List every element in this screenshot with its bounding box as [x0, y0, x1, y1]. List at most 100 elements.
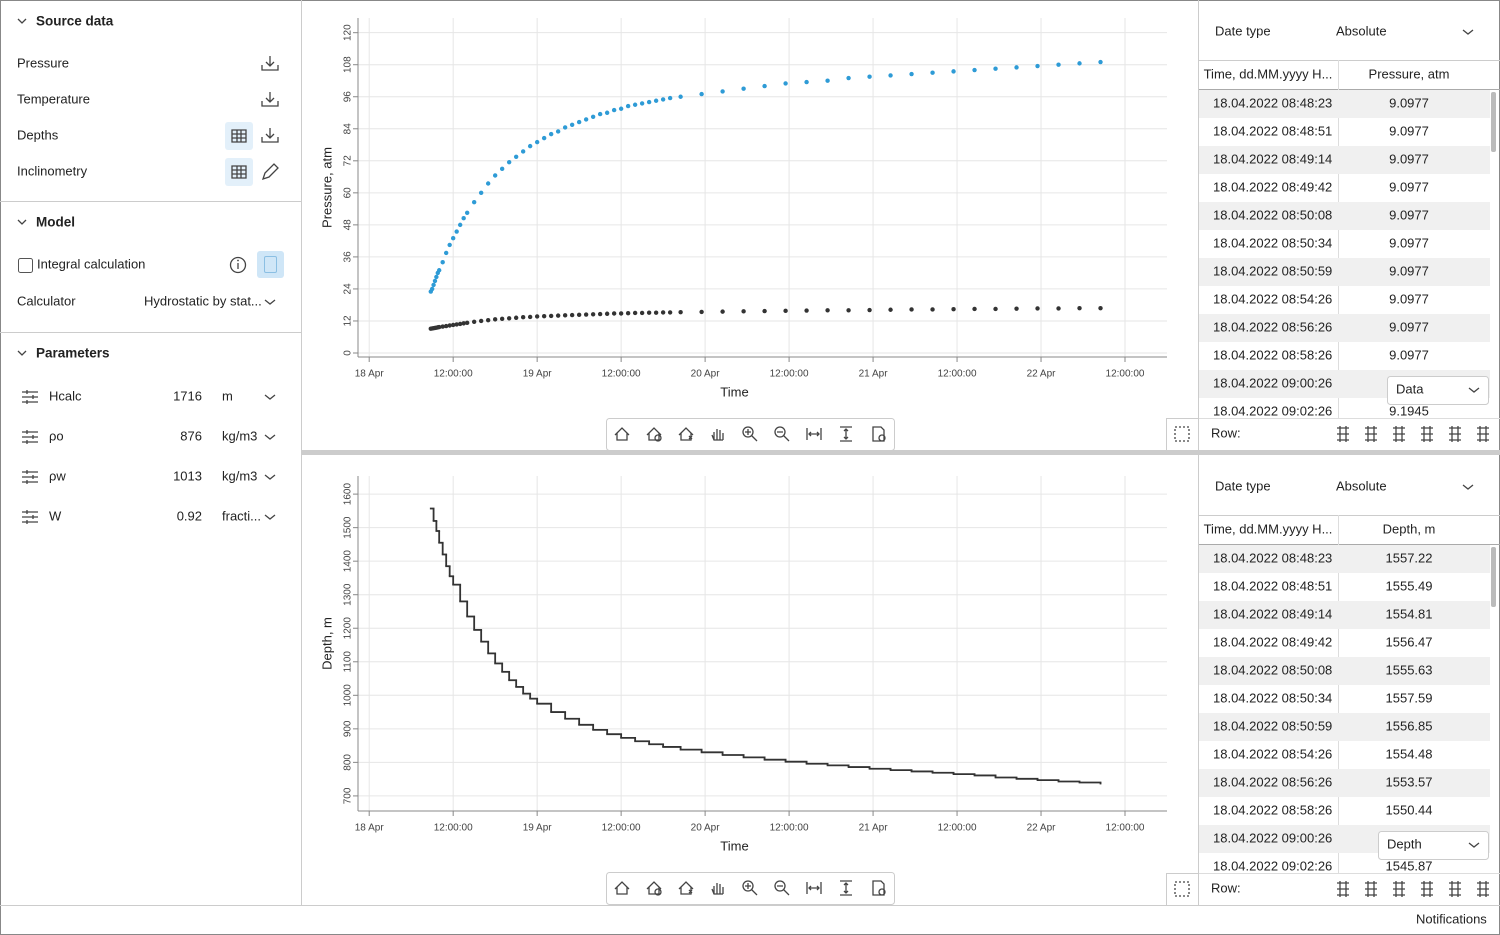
table-tool-button[interactable]: [1365, 426, 1377, 442]
toolbar-button[interactable]: [840, 426, 852, 442]
toolbar-button[interactable]: [742, 880, 758, 896]
notifications-button[interactable]: Notifications: [1416, 911, 1487, 926]
download-icon[interactable]: [261, 128, 279, 143]
parameter-unit[interactable]: fracti...: [222, 508, 261, 523]
edit-icon[interactable]: [261, 163, 279, 181]
toolbar-button[interactable]: [646, 427, 662, 442]
table-tool-button[interactable]: [1449, 426, 1461, 442]
parameter-value[interactable]: 1716: [173, 388, 202, 403]
x-tick-label: 12:00:00: [770, 369, 809, 380]
calculate-button[interactable]: [257, 251, 284, 278]
table-tool-button[interactable]: [1421, 426, 1433, 442]
parameter-name: Hcalc: [49, 388, 82, 403]
table-tool-button[interactable]: [1477, 426, 1489, 442]
parameter-name: ρw: [49, 468, 66, 483]
toolbar-button[interactable]: [840, 880, 852, 896]
toolbar-button[interactable]: [742, 426, 758, 442]
date-type-select[interactable]: Absolute: [1336, 478, 1387, 493]
fit-button[interactable]: [1166, 873, 1199, 906]
row-stripe[interactable]: [1199, 601, 1490, 629]
cell-time: 18.04.2022 08:48:51: [1213, 578, 1332, 593]
collapse-chevron[interactable]: [17, 18, 27, 24]
toolbar-button[interactable]: [678, 427, 694, 441]
table-tool-button[interactable]: [1421, 881, 1433, 897]
toolbar-button[interactable]: [678, 881, 694, 895]
column-header[interactable]: Pressure, atm: [1369, 66, 1450, 81]
calculator-select[interactable]: Hydrostatic by stat...: [144, 293, 262, 308]
date-type-select[interactable]: Absolute: [1336, 23, 1387, 38]
data-point: [667, 95, 673, 101]
data-point: [653, 310, 659, 315]
table-tool-button[interactable]: [1337, 426, 1349, 442]
column-header[interactable]: Time, dd.MM.yyyy H...: [1204, 521, 1333, 536]
select-chevron[interactable]: [264, 434, 276, 440]
parameter-value[interactable]: 876: [180, 428, 202, 443]
toolbar-button[interactable]: [711, 429, 724, 441]
select-chevron[interactable]: [1462, 29, 1474, 35]
download-icon[interactable]: [261, 56, 279, 71]
download-icon[interactable]: [261, 92, 279, 107]
row-stripe[interactable]: [1199, 657, 1490, 685]
collapse-chevron[interactable]: [17, 350, 27, 356]
fit-button[interactable]: [1166, 418, 1199, 451]
toolbar-button[interactable]: [872, 426, 886, 442]
collapse-chevron[interactable]: [17, 219, 27, 225]
toolbar-button[interactable]: [614, 881, 630, 895]
checkbox[interactable]: [18, 258, 33, 273]
parameter-value[interactable]: 0.92: [177, 508, 202, 523]
toolbar-button[interactable]: [774, 426, 790, 442]
data-point: [1077, 61, 1082, 66]
row-stripe[interactable]: [1199, 769, 1490, 797]
table-tool-button[interactable]: [1393, 881, 1405, 897]
toolbar-button[interactable]: [646, 881, 662, 896]
select-chevron[interactable]: [264, 299, 276, 305]
source-item: Temperature: [17, 91, 90, 106]
row-stripe[interactable]: [1199, 202, 1490, 230]
data-point: [604, 311, 610, 316]
row-stripe[interactable]: [1199, 258, 1490, 286]
parameter-value[interactable]: 1013: [173, 468, 202, 483]
toolbar-button[interactable]: [711, 883, 724, 895]
table-tool-button[interactable]: [1365, 881, 1377, 897]
data-point: [909, 71, 914, 77]
parameter-unit[interactable]: m: [222, 388, 233, 403]
select-chevron: [1468, 387, 1480, 393]
data-point: [527, 143, 533, 149]
select-chevron[interactable]: [1462, 484, 1474, 490]
y-tick-label: 60: [343, 187, 354, 199]
row-stripe[interactable]: [1199, 545, 1490, 573]
data-point: [447, 242, 452, 248]
toolbar-button[interactable]: [774, 880, 790, 896]
info-button[interactable]: [229, 256, 247, 274]
row-stripe[interactable]: [1199, 713, 1490, 741]
data-point: [625, 103, 631, 109]
toolbar-button[interactable]: [806, 428, 822, 440]
table-tool-button[interactable]: [1477, 881, 1489, 897]
column-select[interactable]: [1387, 376, 1489, 405]
toolbar-button[interactable]: [806, 882, 822, 894]
column-header[interactable]: Depth, m: [1383, 521, 1436, 536]
table-tool-button[interactable]: [1393, 426, 1405, 442]
select-chevron[interactable]: [264, 514, 276, 520]
column-header[interactable]: Time, dd.MM.yyyy H...: [1204, 66, 1333, 81]
data-point: [492, 317, 498, 322]
data-point: [436, 324, 442, 330]
data-point: [527, 314, 533, 320]
table-button[interactable]: [225, 158, 253, 186]
data-point: [534, 314, 540, 319]
toolbar-button[interactable]: [872, 880, 886, 896]
parameter-unit[interactable]: kg/m3: [222, 468, 257, 483]
select-chevron[interactable]: [264, 394, 276, 400]
y-tick-label: 108: [343, 56, 354, 73]
table-tool-button[interactable]: [1337, 881, 1349, 897]
row-stripe[interactable]: [1199, 146, 1490, 174]
data-point: [443, 323, 449, 329]
select-chevron[interactable]: [264, 474, 276, 480]
table-tool-button[interactable]: [1449, 881, 1461, 897]
row-stripe[interactable]: [1199, 90, 1490, 118]
table-button[interactable]: [225, 122, 253, 150]
toolbar-button[interactable]: [614, 427, 630, 441]
column-select[interactable]: [1378, 831, 1489, 860]
parameter-unit[interactable]: kg/m3: [222, 428, 257, 443]
row-stripe[interactable]: [1199, 314, 1490, 342]
